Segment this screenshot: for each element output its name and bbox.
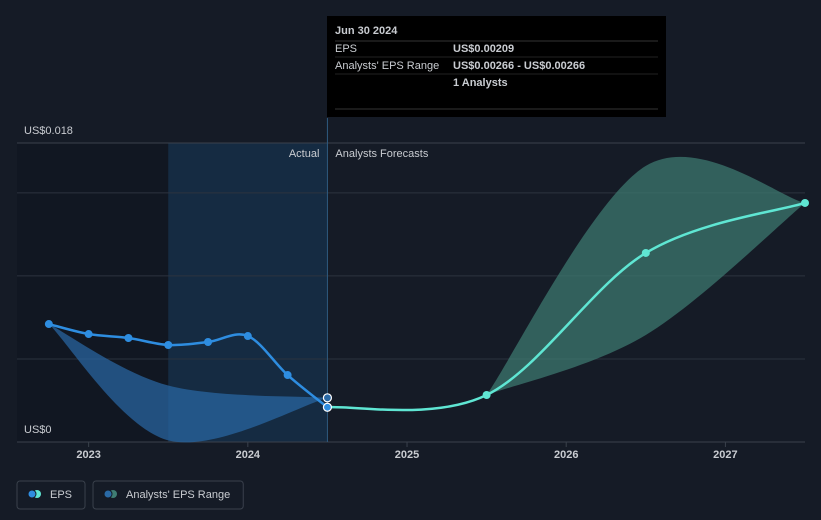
tooltip-date: Jun 30 2024 [335,25,398,37]
eps-point [641,248,650,257]
eps-line [327,201,806,412]
legend-box [92,480,244,510]
eps-point [283,371,292,380]
x-tick-label: 2026 [554,449,578,461]
eps-point [243,332,252,341]
tooltip-value: US$0.00266 - US$0.00266 [453,60,585,72]
legend-box [16,480,86,510]
legend-swatch [103,489,113,499]
actual-label: Actual [289,148,320,160]
tooltip-note: 1 Analysts [453,77,508,89]
forecast-label: Analysts Forecasts [335,148,428,160]
legend-swatch [27,489,37,499]
range-point [322,393,333,403]
eps-point [322,402,333,412]
eps-point [84,330,93,339]
tooltip-label: Analysts' EPS Range [335,60,439,72]
x-tick-label: 2023 [76,449,100,461]
legend-label: EPS [50,489,72,501]
eps-point [801,198,809,207]
x-tick-label: 2027 [713,449,737,461]
x-tick-label: 2024 [236,449,261,461]
y-tick-label: US$0.018 [24,125,73,137]
eps-point [44,320,53,329]
eps-point [124,334,133,343]
tooltip: Jun 30 2024 EPS US$0.00209 Analysts' EPS Ra… [327,16,666,117]
tooltip-label: EPS [335,43,357,55]
y-tick-label: US$0 [24,424,52,436]
range-band [486,156,805,395]
legend-item[interactable]: EPS [16,480,86,510]
range-band [48,324,328,443]
eps-point [164,340,173,349]
eps-point [482,390,491,399]
x-tick-label: 2025 [395,449,419,461]
tooltip-value: US$0.00209 [453,43,514,55]
tooltip-box [327,16,666,117]
legend-label: Analysts' EPS Range [126,489,230,501]
legend-item[interactable]: Analysts' EPS Range [92,480,244,510]
eps-point [204,338,213,347]
